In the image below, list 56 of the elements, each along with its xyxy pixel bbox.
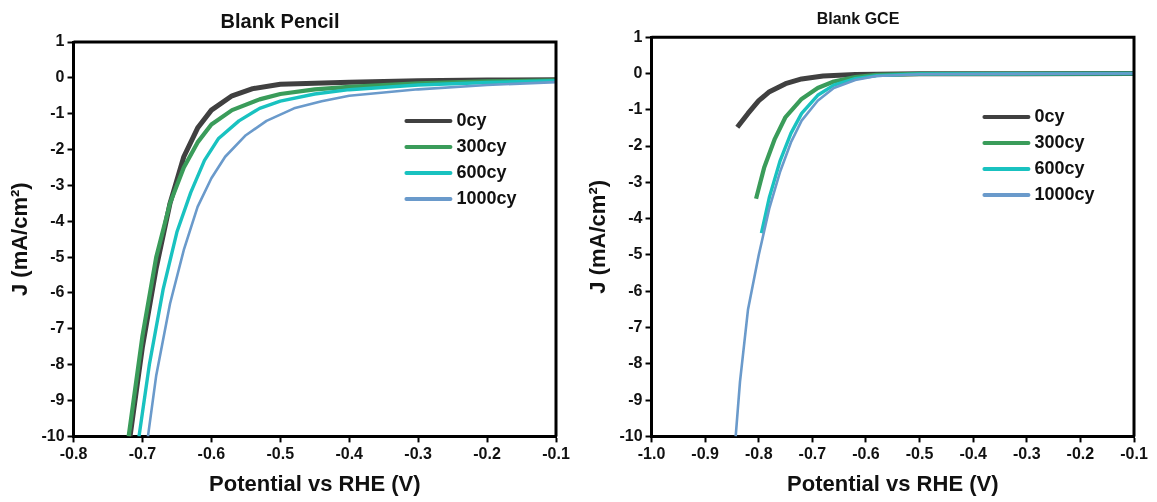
y-tick-label: -7 (50, 319, 65, 337)
y-tick-label: -10 (619, 426, 643, 444)
y-tick-label: -7 (628, 317, 643, 335)
x-tick-label: -0.8 (744, 445, 773, 463)
legend-label: 600cy (1034, 158, 1085, 179)
y-tick-label: -5 (50, 247, 65, 265)
x-tick-label: -1.0 (637, 445, 666, 463)
y-tick-label: -9 (628, 390, 643, 408)
x-tick-label: -0.8 (59, 445, 88, 463)
y-tick-label: -3 (50, 175, 65, 193)
x-tick-label: -0.9 (691, 445, 720, 463)
y-tick-label: -8 (628, 354, 643, 372)
chart-title: Blank GCE (816, 10, 900, 28)
legend-label: 1000cy (456, 187, 517, 208)
y-tick-label: -6 (628, 281, 643, 299)
x-tick-label: -0.6 (852, 445, 880, 463)
y-tick-label: 1 (633, 27, 643, 45)
x-tick-label: -0.2 (1066, 445, 1095, 463)
x-tick-label: -0.3 (1012, 445, 1041, 463)
y-tick-label: -8 (50, 355, 65, 373)
legend-label: 300cy (456, 135, 507, 156)
y-tick-label: -4 (628, 209, 643, 227)
y-tick-label: -1 (628, 100, 643, 118)
y-axis-title: J (mA/cm²) (585, 179, 611, 294)
y-tick-label: -10 (41, 426, 65, 444)
y-tick-label: 0 (55, 68, 65, 86)
legend-label: 0cy (456, 109, 487, 130)
y-tick-label: 1 (55, 32, 65, 50)
legend-label: 600cy (456, 161, 507, 182)
x-axis-title: Potential vs RHE (V) (787, 470, 999, 496)
legend-label: 300cy (1034, 132, 1085, 153)
x-tick-label: -0.1 (542, 445, 570, 463)
x-tick-label: -0.6 (197, 445, 226, 463)
y-tick-label: -2 (628, 136, 643, 154)
y-tick-label: -9 (50, 390, 65, 408)
x-tick-label: -0.7 (798, 445, 827, 463)
x-tick-label: -0.5 (905, 445, 934, 463)
x-tick-label: -0.3 (404, 445, 433, 463)
y-tick-label: -5 (628, 245, 643, 263)
legend-label: 1000cy (1034, 184, 1095, 205)
x-tick-label: -0.4 (959, 445, 988, 463)
y-axis-title: J (mA/cm²) (7, 182, 33, 297)
chart-title: Blank Pencil (220, 9, 340, 32)
y-tick-label: -6 (50, 283, 65, 301)
legend-label: 0cy (1034, 106, 1065, 127)
x-tick-label: -0.5 (266, 445, 295, 463)
x-tick-label: -0.2 (473, 445, 501, 463)
x-tick-label: -0.1 (1120, 445, 1148, 463)
x-tick-label: -0.7 (128, 445, 157, 463)
y-tick-label: -4 (50, 211, 65, 229)
x-axis-title: Potential vs RHE (V) (209, 470, 421, 496)
y-tick-label: -3 (628, 172, 643, 190)
y-tick-label: -2 (50, 139, 65, 157)
y-tick-label: -1 (50, 104, 65, 122)
x-tick-label: -0.4 (335, 445, 364, 463)
y-tick-label: 0 (633, 63, 643, 81)
